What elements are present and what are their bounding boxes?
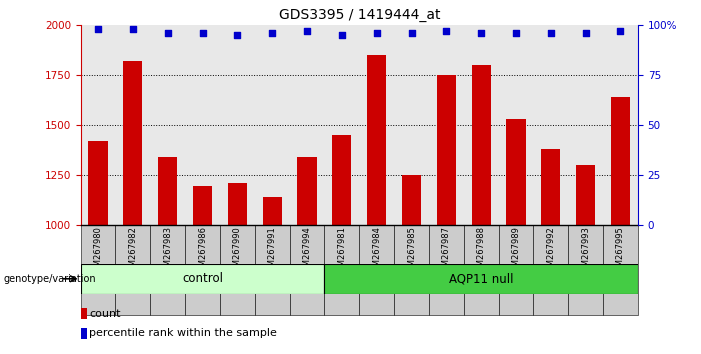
Bar — [158, 157, 177, 225]
Bar — [367, 55, 386, 225]
Point — [93, 26, 104, 32]
Point — [475, 30, 486, 36]
Bar — [506, 119, 526, 225]
Bar — [88, 141, 108, 225]
Bar — [394, 225, 429, 315]
Bar — [150, 225, 185, 315]
Bar — [402, 175, 421, 225]
Point — [301, 28, 313, 34]
Bar — [297, 157, 317, 225]
Text: AQP11 null: AQP11 null — [449, 272, 513, 285]
Point — [580, 30, 591, 36]
Bar — [81, 308, 87, 319]
Bar — [464, 225, 498, 315]
Bar — [81, 264, 325, 294]
Bar — [290, 225, 325, 315]
Bar — [325, 264, 638, 294]
Bar — [123, 61, 142, 225]
Point — [406, 30, 417, 36]
Bar — [533, 225, 569, 315]
Bar — [332, 135, 351, 225]
Bar — [359, 225, 394, 315]
Bar — [498, 225, 533, 315]
Bar — [185, 225, 220, 315]
Text: count: count — [90, 309, 121, 319]
Text: percentile rank within the sample: percentile rank within the sample — [90, 328, 278, 338]
Bar — [576, 165, 595, 225]
Point — [441, 28, 452, 34]
Bar — [569, 225, 603, 315]
Point — [336, 32, 348, 38]
Point — [371, 30, 382, 36]
Bar — [263, 197, 282, 225]
Bar — [81, 328, 87, 339]
Point — [232, 32, 243, 38]
Bar — [254, 225, 290, 315]
Bar — [437, 75, 456, 225]
Point — [162, 30, 173, 36]
Point — [128, 26, 139, 32]
Bar — [541, 149, 560, 225]
Bar — [325, 225, 359, 315]
Bar — [228, 183, 247, 225]
Bar — [472, 65, 491, 225]
Point — [545, 30, 557, 36]
Bar — [81, 225, 116, 315]
Point — [266, 30, 278, 36]
Bar — [193, 186, 212, 225]
Bar — [611, 97, 630, 225]
Text: control: control — [182, 272, 223, 285]
Bar — [220, 225, 254, 315]
Bar — [429, 225, 464, 315]
Bar — [116, 225, 150, 315]
Point — [510, 30, 522, 36]
Point — [615, 28, 626, 34]
Title: GDS3395 / 1419444_at: GDS3395 / 1419444_at — [278, 8, 440, 22]
Bar — [603, 225, 638, 315]
Point — [197, 30, 208, 36]
Text: genotype/variation: genotype/variation — [4, 274, 96, 284]
